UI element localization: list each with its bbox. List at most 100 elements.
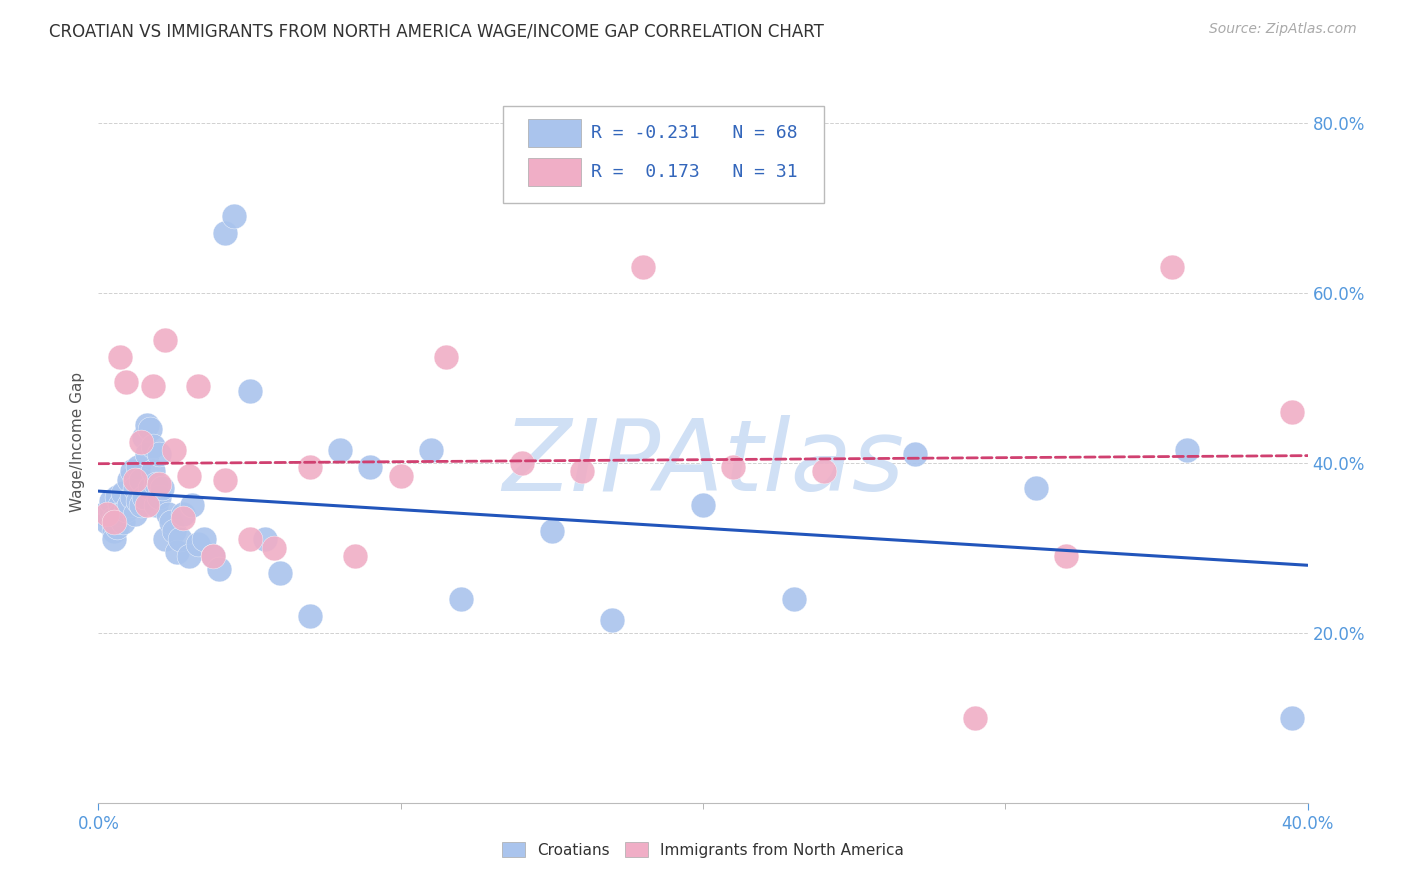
Point <box>1024 481 1046 495</box>
Point <box>145 498 167 512</box>
Point <box>179 468 201 483</box>
Point <box>723 460 745 475</box>
Y-axis label: Wage/Income Gap: Wage/Income Gap <box>70 371 86 512</box>
Point <box>132 430 155 444</box>
Point <box>114 375 136 389</box>
Point <box>96 516 118 530</box>
Point <box>193 533 215 547</box>
Point <box>169 533 191 547</box>
Point <box>100 502 122 516</box>
Point <box>163 524 186 538</box>
Point <box>214 227 236 241</box>
Point <box>124 473 146 487</box>
Point <box>124 481 146 495</box>
Point <box>1054 549 1077 564</box>
Point <box>129 498 152 512</box>
Point <box>179 549 201 564</box>
Text: CROATIAN VS IMMIGRANTS FROM NORTH AMERICA WAGE/INCOME GAP CORRELATION CHART: CROATIAN VS IMMIGRANTS FROM NORTH AMERIC… <box>49 22 824 40</box>
Point <box>172 507 194 521</box>
Point <box>344 549 367 564</box>
Point <box>965 711 987 725</box>
Point <box>163 443 186 458</box>
Point <box>329 443 352 458</box>
Point <box>813 464 835 478</box>
Point <box>132 490 155 504</box>
Point <box>360 460 382 475</box>
Point <box>1281 405 1303 419</box>
Point <box>142 464 165 478</box>
Point <box>100 494 122 508</box>
Point <box>450 591 472 606</box>
Point <box>96 507 118 521</box>
Point <box>139 481 162 495</box>
Point <box>127 494 149 508</box>
Point <box>142 439 165 453</box>
Point <box>510 456 533 470</box>
Text: R = -0.231   N = 68: R = -0.231 N = 68 <box>591 124 797 142</box>
Point <box>187 536 209 550</box>
Point <box>239 533 262 547</box>
Point <box>224 209 246 223</box>
Point <box>263 541 285 555</box>
Point <box>253 533 276 547</box>
Point <box>105 519 128 533</box>
Point <box>129 473 152 487</box>
Point <box>142 379 165 393</box>
Point <box>148 447 170 461</box>
Point <box>420 443 443 458</box>
Point <box>148 477 170 491</box>
Point <box>121 464 143 478</box>
Point <box>692 498 714 512</box>
Point <box>299 608 322 623</box>
Point <box>172 511 194 525</box>
Text: ZIPAtlas: ZIPAtlas <box>502 415 904 512</box>
Point <box>114 502 136 516</box>
Point <box>124 507 146 521</box>
Point <box>181 498 204 512</box>
Point <box>208 562 231 576</box>
Point <box>103 511 125 525</box>
Point <box>602 613 624 627</box>
Point <box>148 490 170 504</box>
Point <box>145 477 167 491</box>
Point <box>434 350 457 364</box>
Point <box>118 498 141 512</box>
Point <box>156 507 179 521</box>
Point <box>103 516 125 530</box>
Point <box>118 473 141 487</box>
Text: Source: ZipAtlas.com: Source: ZipAtlas.com <box>1209 22 1357 37</box>
Point <box>202 549 225 564</box>
Point <box>299 460 322 475</box>
Point <box>153 333 176 347</box>
Point <box>150 481 173 495</box>
Point <box>904 447 927 461</box>
Point <box>783 591 806 606</box>
Point <box>389 468 412 483</box>
Point <box>269 566 291 581</box>
Point <box>121 490 143 504</box>
FancyBboxPatch shape <box>503 105 824 203</box>
Point <box>93 507 115 521</box>
Point <box>108 350 131 364</box>
Point <box>135 498 157 512</box>
Point <box>108 507 131 521</box>
Point <box>1160 260 1182 275</box>
FancyBboxPatch shape <box>527 158 581 186</box>
Point <box>105 490 128 504</box>
Point <box>103 524 125 538</box>
Point <box>135 447 157 461</box>
Point <box>187 379 209 393</box>
Point <box>153 533 176 547</box>
Point <box>139 422 162 436</box>
Point <box>129 434 152 449</box>
Point <box>103 533 125 547</box>
Point <box>127 460 149 475</box>
Point <box>202 549 225 564</box>
Point <box>111 485 134 500</box>
Point <box>108 498 131 512</box>
FancyBboxPatch shape <box>527 119 581 147</box>
Point <box>135 417 157 432</box>
Point <box>540 524 562 538</box>
Point <box>111 516 134 530</box>
Point <box>571 464 593 478</box>
